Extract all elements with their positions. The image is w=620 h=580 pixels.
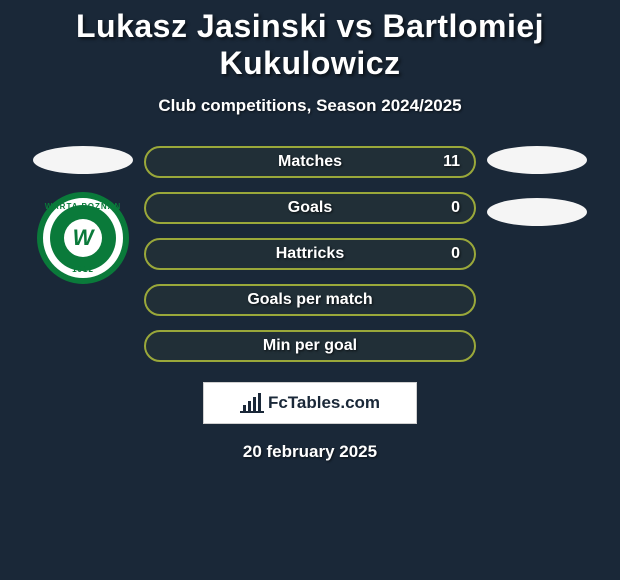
page-subtitle: Club competitions, Season 2024/2025 xyxy=(0,96,620,116)
stat-label: Goals xyxy=(288,199,332,217)
date-text: 20 february 2025 xyxy=(0,442,620,462)
stat-label: Matches xyxy=(278,153,342,171)
club-year-text: 1912 xyxy=(72,265,94,274)
right-side xyxy=(482,146,592,362)
stat-label: Min per goal xyxy=(263,337,357,355)
stat-label: Hattricks xyxy=(276,245,344,263)
club-name-text: WARTA POZNAN xyxy=(45,202,121,211)
player-oval-right-1 xyxy=(487,146,587,174)
chart-icon xyxy=(240,393,264,413)
club-logo-left: WARTA POZNAN W 1912 xyxy=(37,192,129,284)
branding-badge[interactable]: FcTables.com xyxy=(203,382,417,424)
content-row: WARTA POZNAN W 1912 Matches 11 Goals 0 H… xyxy=(0,146,620,362)
stat-value-right: 0 xyxy=(451,245,460,263)
page-title: Lukasz Jasinski vs Bartlomiej Kukulowicz xyxy=(0,8,620,82)
stat-row-goals-per-match: Goals per match xyxy=(144,284,476,316)
club-logo-inner: W xyxy=(50,205,116,271)
player-oval-right-2 xyxy=(487,198,587,226)
player-oval-left xyxy=(33,146,133,174)
stat-row-min-per-goal: Min per goal xyxy=(144,330,476,362)
stat-label: Goals per match xyxy=(247,291,372,309)
branding-text: FcTables.com xyxy=(268,393,380,413)
stat-row-goals: Goals 0 xyxy=(144,192,476,224)
left-side: WARTA POZNAN W 1912 xyxy=(28,146,138,362)
stat-value-right: 0 xyxy=(451,199,460,217)
stat-row-matches: Matches 11 xyxy=(144,146,476,178)
stat-row-hattricks: Hattricks 0 xyxy=(144,238,476,270)
stat-value-right: 11 xyxy=(443,153,460,171)
club-logo-letter: W xyxy=(64,219,102,257)
comparison-card: Lukasz Jasinski vs Bartlomiej Kukulowicz… xyxy=(0,0,620,462)
stats-column: Matches 11 Goals 0 Hattricks 0 Goals per… xyxy=(138,146,482,362)
